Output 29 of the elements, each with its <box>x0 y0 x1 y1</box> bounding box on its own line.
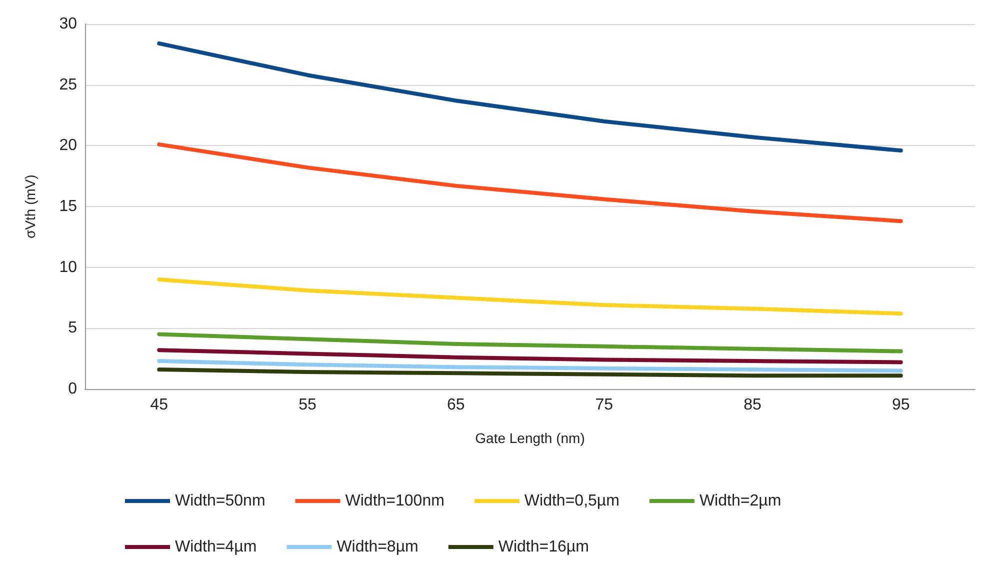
line-series <box>157 142 903 224</box>
y-tick-label: 0 <box>68 380 78 398</box>
legend-label: Width=2µm <box>699 492 782 510</box>
legend-label: Width=50nm <box>175 492 266 510</box>
line-series <box>157 332 903 354</box>
y-tick-label: 10 <box>59 258 78 276</box>
legend-label: Width=4µm <box>175 538 257 556</box>
line-series <box>157 278 903 316</box>
x-tick-label: 75 <box>595 396 614 414</box>
y-tick-label: 30 <box>59 16 78 32</box>
line-series <box>157 359 903 373</box>
y-axis-title: σVth (mV) <box>22 174 38 238</box>
x-tick-label: 65 <box>446 396 465 414</box>
x-tick-label: 85 <box>744 396 762 414</box>
x-tick-label: 95 <box>892 396 910 414</box>
legend-label: Width=8µm <box>336 538 418 556</box>
x-tick-label: 45 <box>150 396 168 414</box>
y-tick-label: 20 <box>59 137 78 154</box>
x-axis-title: Gate Length (nm) <box>475 430 585 446</box>
line-series <box>157 368 903 378</box>
x-tick-label: 55 <box>298 396 316 414</box>
legend-label: Width=0,5µm <box>524 492 620 510</box>
line-series <box>157 348 903 364</box>
y-tick-label: 5 <box>68 320 78 337</box>
y-tick-label: 15 <box>59 198 78 215</box>
line-series <box>157 41 903 153</box>
legend-label: Width=100nm <box>345 492 444 510</box>
legend-label: Width=16µm <box>498 538 589 556</box>
y-tick-label: 25 <box>59 76 78 94</box>
